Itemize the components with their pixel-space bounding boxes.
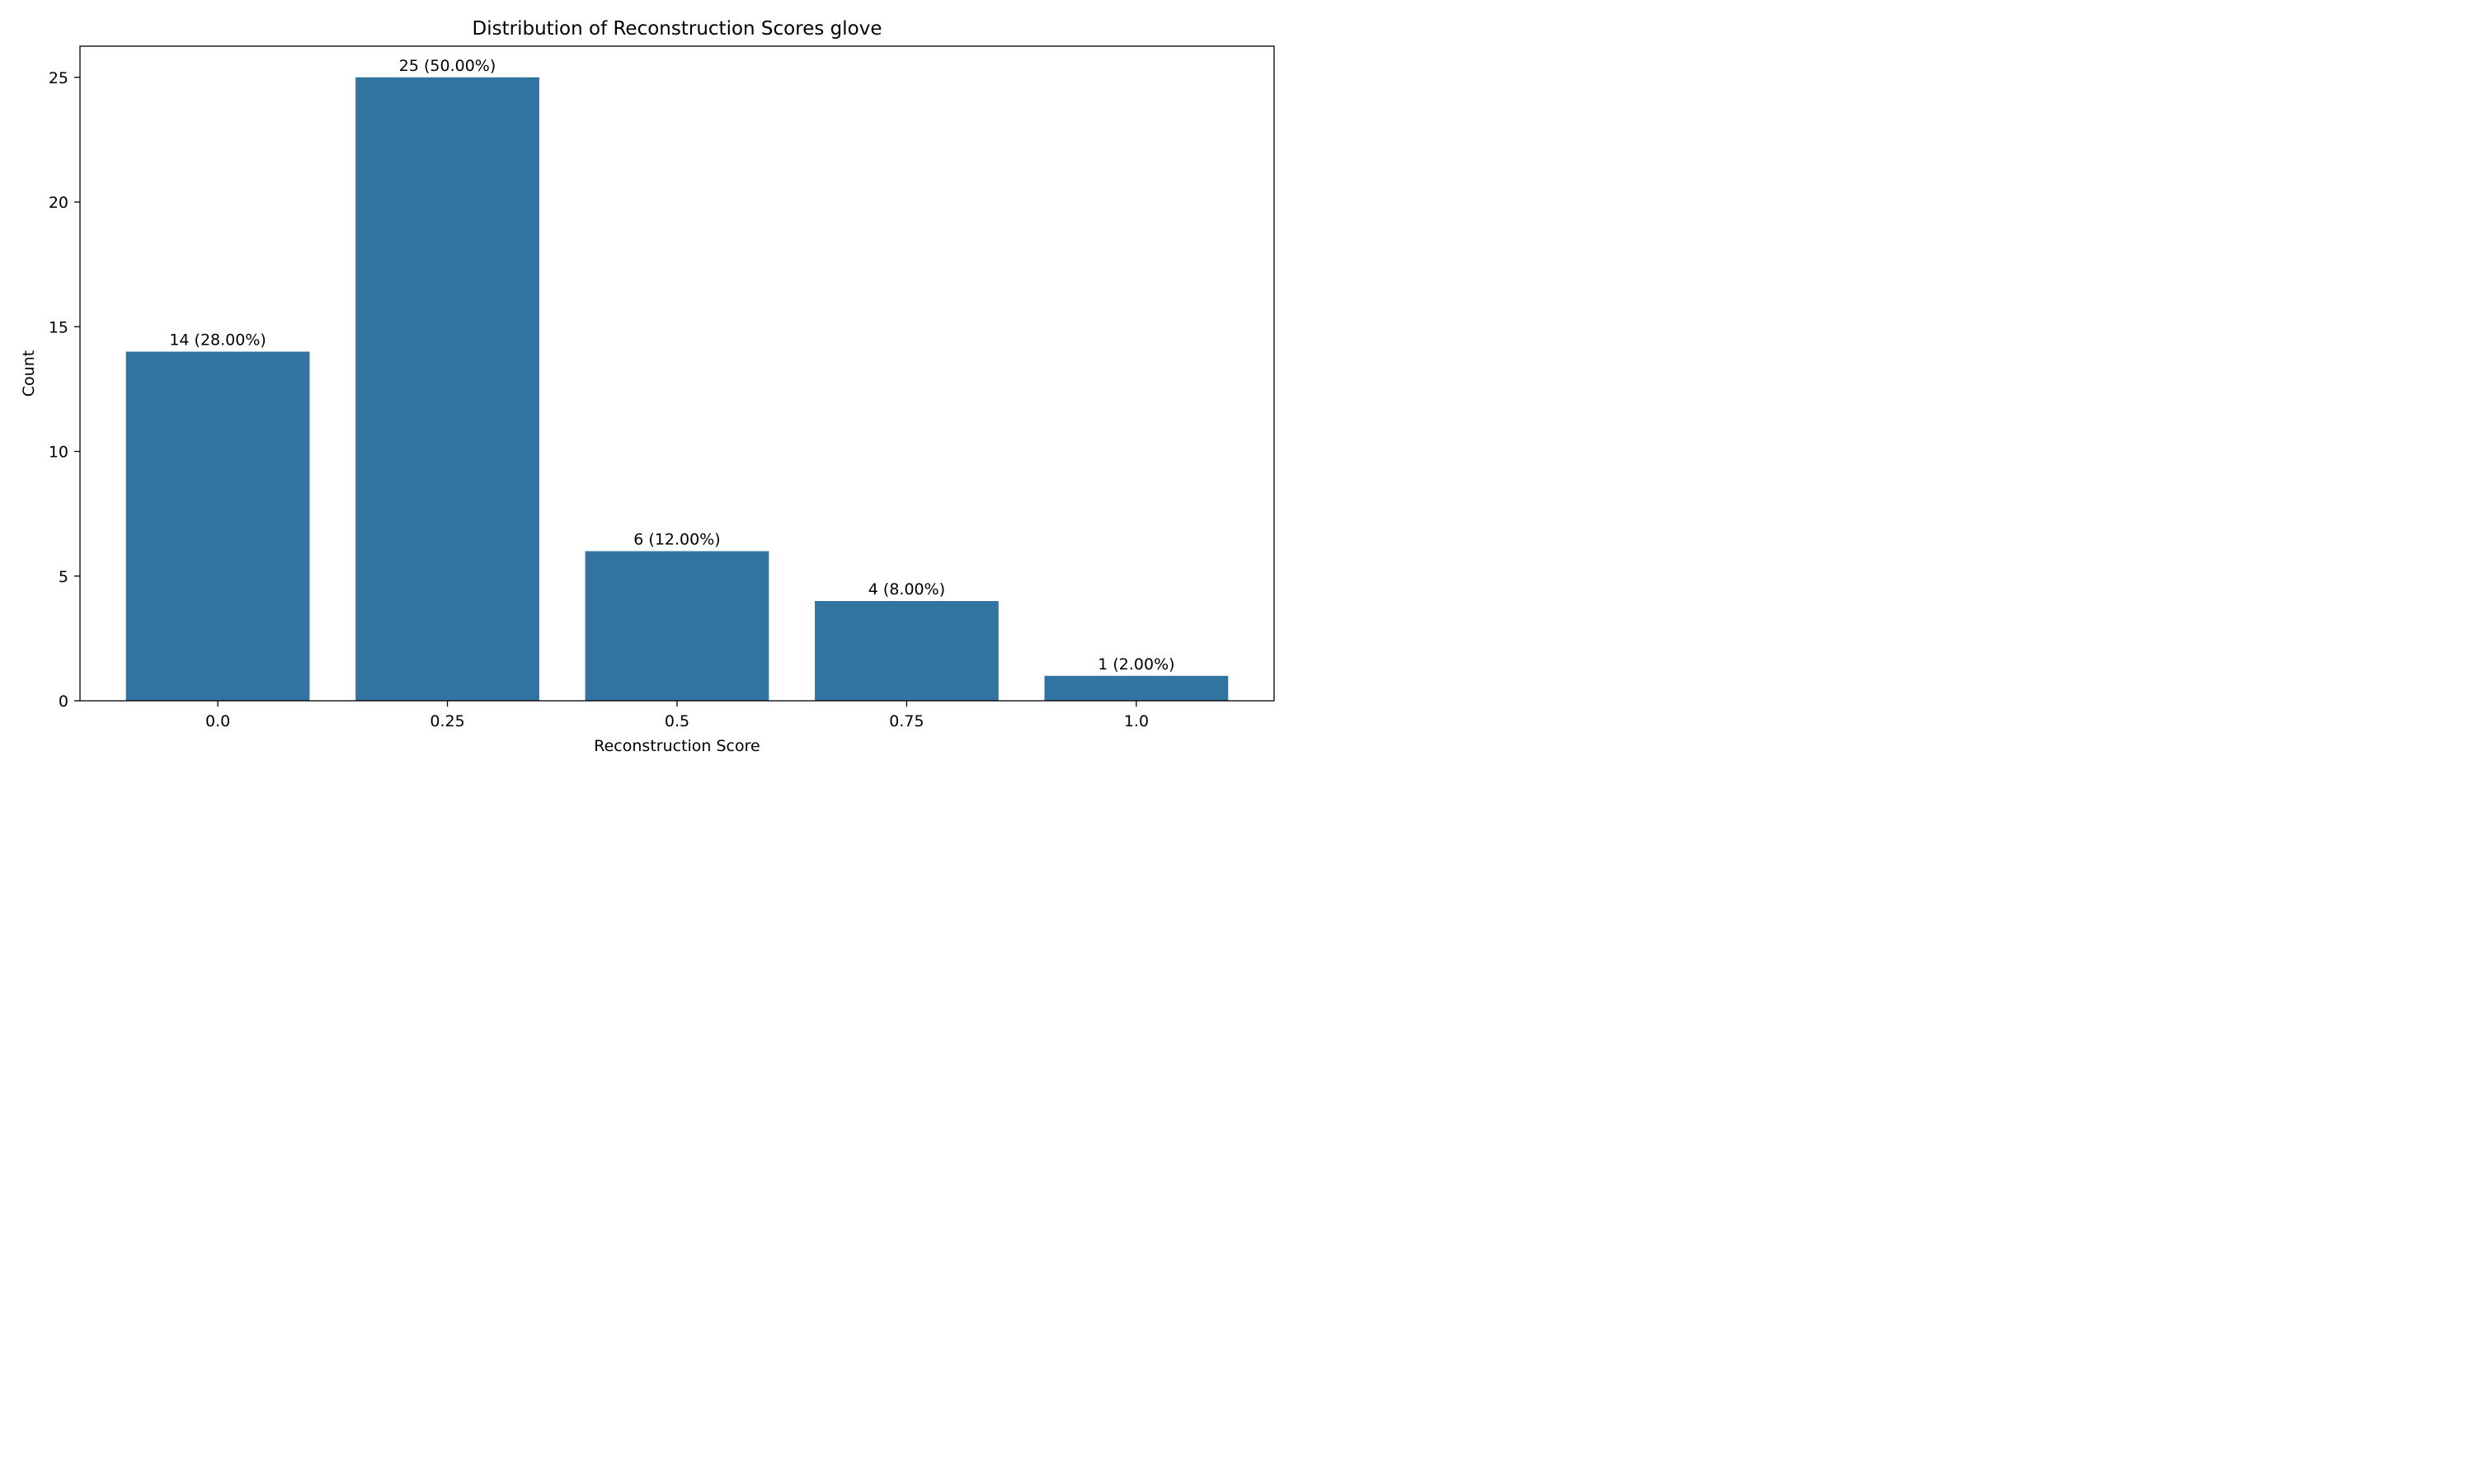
x-tick-label: 0.5 bbox=[665, 712, 689, 730]
bar-chart: Distribution of Reconstruction Scores gl… bbox=[20, 18, 1275, 755]
x-tick-label: 0.75 bbox=[889, 712, 924, 730]
bar-0.75 bbox=[815, 601, 999, 701]
x-tick-label: 1.0 bbox=[1124, 712, 1149, 730]
bar-1.0 bbox=[1044, 675, 1229, 701]
plot-frame bbox=[79, 45, 1275, 702]
bar-value-label: 6 (12.00%) bbox=[633, 531, 720, 549]
y-tick-label: 0 bbox=[59, 693, 68, 711]
y-axis-title: Count bbox=[20, 350, 38, 397]
bar-0.25 bbox=[355, 77, 539, 702]
chart-container: Distribution of Reconstruction Scores gl… bbox=[0, 0, 1293, 776]
bars-group: 14 (28.00%) 25 (50.00%) 6 (12.00%) 4 (8.00%… bbox=[125, 57, 1229, 702]
bar-0.5 bbox=[585, 551, 769, 701]
bar-value-label: 14 (28.00%) bbox=[169, 331, 266, 350]
bar-value-label: 25 (50.00%) bbox=[399, 57, 496, 75]
x-axis: 0.0 0.25 0.5 0.75 1.0 bbox=[205, 701, 1149, 730]
x-tick-label: 0.25 bbox=[430, 712, 464, 730]
y-tick-label: 20 bbox=[49, 194, 68, 212]
chart-title: Distribution of Reconstruction Scores gl… bbox=[473, 18, 882, 40]
bar-value-label: 4 (8.00%) bbox=[868, 580, 945, 599]
bar-0.0 bbox=[125, 351, 310, 701]
x-tick-label: 0.0 bbox=[205, 712, 230, 730]
y-tick-label: 25 bbox=[49, 69, 68, 87]
bar-value-label: 1 (2.00%) bbox=[1098, 655, 1174, 674]
y-tick-label: 15 bbox=[49, 318, 68, 336]
y-axis: 0 5 10 15 20 25 bbox=[49, 69, 80, 711]
x-axis-title: Reconstruction Score bbox=[594, 737, 760, 755]
y-tick-label: 5 bbox=[59, 568, 68, 586]
y-tick-label: 10 bbox=[49, 444, 68, 462]
